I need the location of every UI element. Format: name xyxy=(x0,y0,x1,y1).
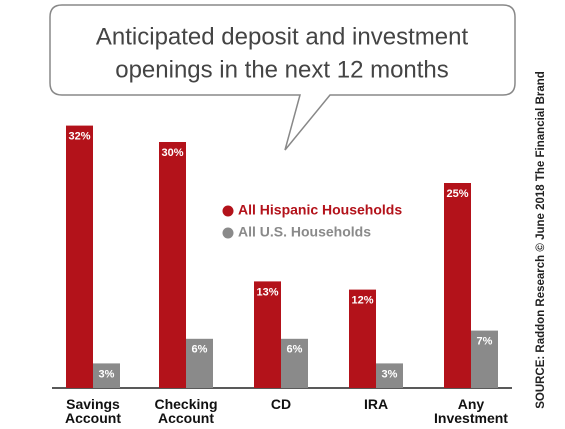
speech-bubble xyxy=(49,4,516,151)
bar xyxy=(471,330,498,388)
value-label: 6% xyxy=(287,344,303,356)
value-label: 32% xyxy=(68,131,90,143)
value-label: 3% xyxy=(99,368,115,380)
legend-label: All U.S. Households xyxy=(238,224,371,240)
chart-title: Anticipated deposit and investment xyxy=(96,23,469,50)
source-note: SOURCE: Raddon Research © June 2018 The … xyxy=(535,71,547,409)
x-tick-label: Checking Account xyxy=(154,396,218,426)
bar xyxy=(93,363,120,388)
bar xyxy=(254,281,281,388)
value-label: 7% xyxy=(477,336,493,348)
x-tick-label: Savings Account xyxy=(65,396,121,426)
x-tick-label: Any Investment xyxy=(434,396,508,426)
legend-marker xyxy=(222,205,234,217)
bar xyxy=(444,183,471,388)
bar xyxy=(186,338,213,388)
value-label: 12% xyxy=(351,295,373,307)
bar xyxy=(281,338,308,388)
chart-title: openings in the next 12 months xyxy=(115,56,449,83)
bar xyxy=(376,363,403,388)
value-label: 30% xyxy=(161,147,183,159)
bar xyxy=(349,289,376,388)
bar xyxy=(66,125,93,388)
x-tick-label: CD xyxy=(270,396,292,412)
value-label: 25% xyxy=(446,188,468,200)
value-label: 13% xyxy=(256,286,278,298)
legend-marker xyxy=(222,227,234,239)
bar xyxy=(159,142,186,388)
legend-label: All Hispanic Households xyxy=(238,202,402,218)
value-label: 6% xyxy=(192,344,208,356)
value-label: 3% xyxy=(382,368,398,380)
x-tick-label: IRA xyxy=(363,396,389,412)
